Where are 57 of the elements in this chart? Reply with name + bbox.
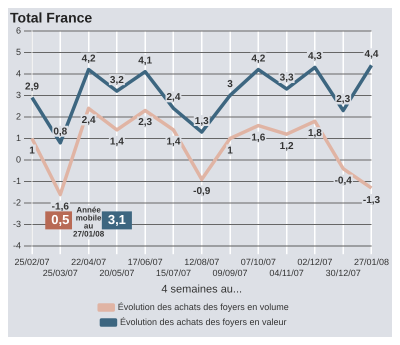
x-tick-label: 25/02/07: [14, 257, 50, 268]
data-label: 3: [227, 79, 234, 90]
x-tick-label: 17/06/07: [128, 257, 163, 268]
y-tick-label: 5: [16, 46, 21, 57]
y-tick-label: 1: [16, 132, 21, 143]
x-tick-label: 04/11/07: [269, 268, 304, 278]
data-label: -0,9: [193, 186, 211, 198]
y-tick-label: 3: [16, 90, 21, 100]
y-tick-label: 2: [16, 111, 21, 122]
data-label: 2,4: [166, 92, 181, 104]
y-tick-label: 4: [16, 68, 21, 78]
y-tick-label: -4: [12, 240, 21, 251]
data-label: 4,2: [82, 53, 96, 64]
data-label: -0,4: [334, 175, 352, 186]
x-tick-label: 07/10/07: [240, 257, 276, 268]
data-label: -1,3: [362, 194, 381, 206]
y-tick-label: -2: [12, 198, 21, 208]
data-label: 2,3: [138, 117, 153, 128]
x-tick-label: 02/12/07: [297, 257, 332, 268]
data-label: 2,4: [82, 115, 96, 126]
data-label: 1,6: [251, 132, 266, 144]
data-label: 0,8: [53, 126, 68, 138]
legend-label: Évolution des achats des foyers en volume: [118, 302, 289, 312]
data-label: 1,8: [308, 128, 322, 140]
data-label: 1: [227, 145, 234, 156]
x-tick-label: 22/04/07: [71, 257, 106, 268]
x-tick-label: 12/08/07: [184, 257, 220, 268]
data-label: 1,2: [280, 140, 294, 152]
chart-title: Total France: [10, 9, 92, 26]
data-label: 3,3: [280, 72, 294, 84]
x-tick-label: 15/07/07: [156, 268, 191, 278]
x-tick-label: 25/03/07: [42, 268, 78, 278]
data-label: 4,3: [308, 51, 322, 62]
data-label: 4,4: [364, 49, 379, 60]
x-tick-label: 27/01/08: [354, 257, 390, 268]
data-label: 4,1: [138, 55, 153, 66]
data-label: -1,6: [52, 201, 70, 212]
y-tick-label: 6: [16, 25, 21, 36]
x-tick-label: 09/09/07: [212, 268, 248, 278]
y-tick-label: -1: [12, 176, 21, 186]
x-tick-label: 30/12/07: [326, 268, 361, 278]
annotation: 3,1: [108, 212, 126, 227]
y-tick-label: -3: [12, 219, 21, 230]
x-axis-title: 4 semaines au...: [161, 283, 242, 296]
data-label: 1,4: [166, 136, 181, 148]
y-tick-label: 0: [16, 154, 21, 165]
data-label: 1,3: [194, 116, 210, 127]
data-label: 1,4: [110, 136, 124, 148]
data-label: 3,2: [110, 74, 124, 86]
data-label: 4,2: [251, 53, 266, 64]
x-tick-label: 20/05/07: [99, 268, 134, 278]
annotation: Année mobile au 27/01/08: [73, 206, 105, 239]
annotation: 0,5: [51, 212, 70, 227]
data-label: 2,9: [25, 81, 40, 92]
data-label: 2,3: [336, 94, 351, 106]
data-label: 1: [29, 145, 36, 156]
legend-label: Évolution des achats des foyers en valeur: [120, 316, 287, 327]
